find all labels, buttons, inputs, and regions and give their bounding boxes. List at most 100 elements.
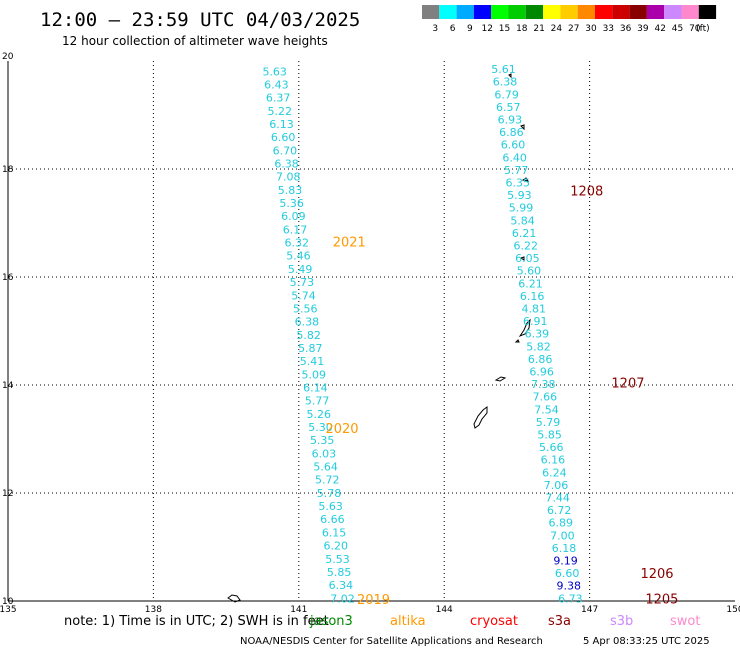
wave-height-value: 6.93 xyxy=(498,114,523,127)
pass-time-label: 1205 xyxy=(645,592,678,607)
wave-height-value: 6.79 xyxy=(494,88,518,101)
pass-time-label: 2019 xyxy=(357,593,390,608)
pagan-island xyxy=(521,177,530,182)
lon-tick-label: 150 xyxy=(726,605,740,615)
wave-height-value: 6.60 xyxy=(271,131,296,144)
wave-height-value: 6.60 xyxy=(555,567,580,580)
wave-height-value: 7.02 xyxy=(330,592,355,605)
color-bin-label: 24 xyxy=(551,24,563,34)
wave-height-value: 5.09 xyxy=(301,368,326,381)
timestamp: 5 Apr 08:33:25 UTC 2025 xyxy=(583,636,710,647)
lat-tick-label: 10 xyxy=(2,597,14,607)
satellite-name: jason3 xyxy=(309,614,353,629)
pass-time-label: 1208 xyxy=(570,185,603,200)
wave-height-value: 6.16 xyxy=(541,454,566,467)
wave-height-value: 5.93 xyxy=(507,189,532,202)
wave-height-value: 6.91 xyxy=(523,315,548,328)
lon-tick-label: 144 xyxy=(436,605,453,615)
wave-height-value: 5.79 xyxy=(536,416,561,429)
lat-tick-label: 12 xyxy=(2,489,13,499)
wave-height-value: 6.60 xyxy=(501,139,526,152)
rota-island xyxy=(494,376,507,382)
wave-height-value: 6.70 xyxy=(273,144,298,157)
lon-tick-label: 138 xyxy=(145,605,162,615)
lon-tick-label: 147 xyxy=(581,605,598,615)
wave-height-value: 5.63 xyxy=(318,500,343,513)
color-bin-label: 45 xyxy=(672,24,683,34)
color-bin-label: 70 xyxy=(689,24,701,34)
wave-height-value: 5.26 xyxy=(307,408,332,421)
wave-height-value: 5.82 xyxy=(296,329,321,342)
wave-height-value: 5.82 xyxy=(526,340,551,353)
color-swatch xyxy=(508,5,526,19)
wave-height-value: 6.16 xyxy=(520,290,545,303)
wave-height-value: 5.49 xyxy=(288,263,313,276)
wave-height-value: 5.35 xyxy=(310,434,335,447)
pass-time-label: 2020 xyxy=(325,422,358,437)
wave-height-value: 6.21 xyxy=(512,227,537,240)
wave-height-value: 5.46 xyxy=(286,250,311,263)
wave-height-value: 5.41 xyxy=(300,355,325,368)
satellite-name: cryosat xyxy=(470,614,518,629)
color-bin-label: 6 xyxy=(450,24,456,34)
wave-height-value: 7.06 xyxy=(544,479,569,492)
color-bin-label: 36 xyxy=(620,24,632,34)
wave-height-value: 6.21 xyxy=(518,277,543,290)
wave-height-value: 5.74 xyxy=(291,289,316,302)
wave-height-value: 6.39 xyxy=(525,328,550,341)
wave-height-value: 5.64 xyxy=(313,461,338,474)
wave-height-value: 5.66 xyxy=(539,441,564,454)
guam-island xyxy=(473,406,488,429)
color-bin-label: 39 xyxy=(637,24,649,34)
wave-height-value: 6.66 xyxy=(320,513,345,526)
color-bin-label: 15 xyxy=(499,24,510,34)
color-swatch xyxy=(491,5,509,19)
wave-height-value: 7.66 xyxy=(533,391,558,404)
lat-tick-label: 16 xyxy=(2,273,14,283)
wave-height-value: 5.22 xyxy=(268,105,293,118)
wave-height-value: 6.09 xyxy=(281,210,306,223)
lat-tick-label: 18 xyxy=(2,165,14,175)
color-swatch xyxy=(456,5,474,19)
wave-height-value: 5.30 xyxy=(308,421,333,434)
wave-height-value: 5.77 xyxy=(504,164,529,177)
wave-height-value: 6.32 xyxy=(285,237,310,250)
pass-time-label: 1207 xyxy=(611,376,644,391)
wave-height-value: 6.37 xyxy=(266,92,291,105)
saipan-island xyxy=(518,318,531,338)
color-swatch xyxy=(560,5,578,19)
wave-height-value: 7.08 xyxy=(276,171,301,184)
wave-height-value: 6.13 xyxy=(269,118,294,131)
color-bin-label: 42 xyxy=(654,24,665,34)
wave-height-value: 6.03 xyxy=(312,447,337,460)
wave-height-value: 5.84 xyxy=(510,214,535,227)
color-swatch xyxy=(629,5,647,19)
wave-height-value: 5.78 xyxy=(317,487,342,500)
satellite-name: swot xyxy=(670,614,700,629)
wave-height-value: 5.60 xyxy=(517,265,542,278)
wave-height-value: 5.85 xyxy=(537,429,562,442)
wave-height-value: 7.44 xyxy=(545,492,570,505)
wave-height-value: 7.00 xyxy=(550,529,575,542)
wave-height-value: 6.43 xyxy=(264,78,289,91)
wave-height-value: 6.15 xyxy=(322,526,347,539)
pass-time-label: 2021 xyxy=(333,235,366,250)
units-note: note: 1) Time is in UTC; 2) SWH is in fe… xyxy=(64,614,329,629)
color-bin-label: 21 xyxy=(533,24,544,34)
satellite-name: s3a xyxy=(548,614,571,629)
wave-height-value: 6.89 xyxy=(549,517,574,530)
color-bin-label: 18 xyxy=(516,24,528,34)
color-bin-label: 12 xyxy=(481,24,492,34)
color-swatch xyxy=(612,5,630,19)
wave-height-value: 6.38 xyxy=(295,316,320,329)
wave-height-value: 9.19 xyxy=(553,555,578,568)
wave-height-value: 6.22 xyxy=(514,240,539,253)
wave-height-value: 6.24 xyxy=(542,466,567,479)
color-bin-label: 33 xyxy=(603,24,614,34)
wave-height-value: 6.05 xyxy=(515,252,540,265)
color-swatch xyxy=(473,5,492,19)
wave-height-value: 6.34 xyxy=(329,579,354,592)
wave-height-value: 6.72 xyxy=(547,504,572,517)
wave-height-value: 6.86 xyxy=(499,126,524,139)
